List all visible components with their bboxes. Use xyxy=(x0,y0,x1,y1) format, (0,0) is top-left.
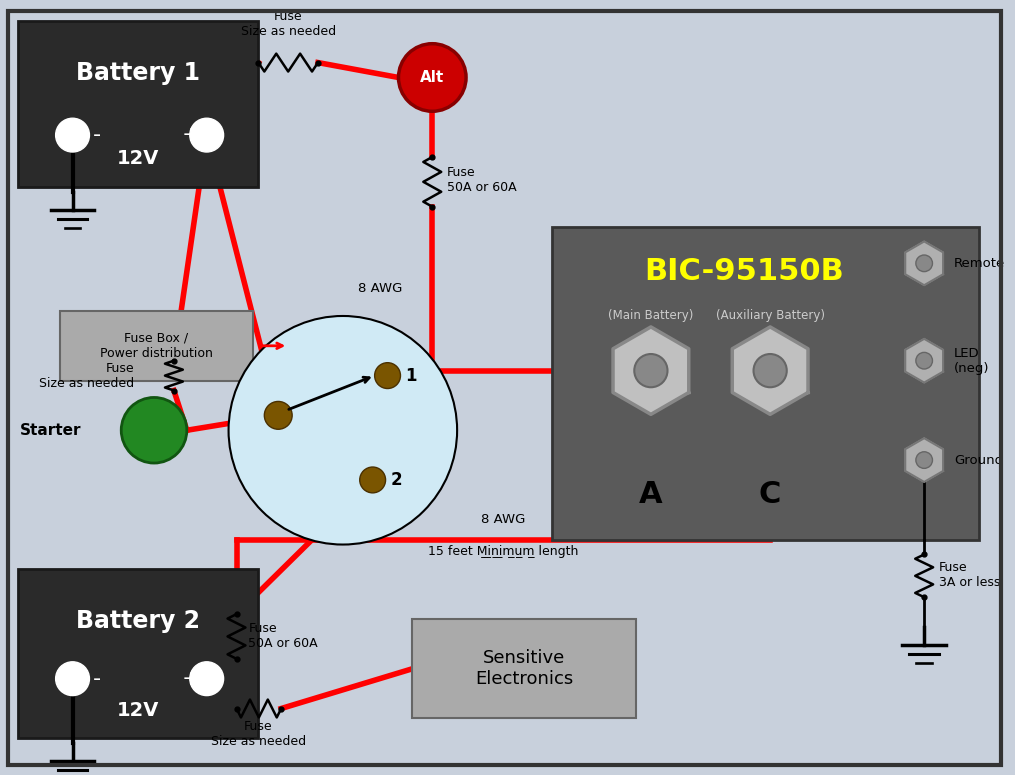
Text: Starter: Starter xyxy=(20,422,81,438)
Bar xyxy=(412,619,636,718)
Text: +: + xyxy=(182,125,201,145)
Circle shape xyxy=(121,398,187,463)
Text: -: - xyxy=(92,669,100,689)
Text: Fuse Box /
Power distribution: Fuse Box / Power distribution xyxy=(100,332,213,360)
Text: Fuse
Size as needed: Fuse Size as needed xyxy=(241,10,336,38)
Text: Alt: Alt xyxy=(420,70,445,85)
Circle shape xyxy=(634,354,668,388)
Circle shape xyxy=(359,467,386,493)
Circle shape xyxy=(190,119,223,152)
Bar xyxy=(18,21,259,187)
Text: A: A xyxy=(639,480,663,509)
Circle shape xyxy=(375,363,401,388)
Circle shape xyxy=(264,401,292,429)
Circle shape xyxy=(399,43,466,112)
Text: 12V: 12V xyxy=(117,701,159,720)
Circle shape xyxy=(916,255,933,271)
Text: 12V: 12V xyxy=(117,150,159,168)
Text: Battery 2: Battery 2 xyxy=(76,609,200,633)
Text: Fuse
Size as needed: Fuse Size as needed xyxy=(211,721,306,749)
Circle shape xyxy=(916,353,933,369)
Bar xyxy=(18,570,259,739)
Text: 8 AWG: 8 AWG xyxy=(358,281,403,294)
Bar xyxy=(551,226,978,539)
Text: (Main Battery): (Main Battery) xyxy=(608,309,693,322)
Polygon shape xyxy=(905,242,943,285)
Text: Fuse
3A or less: Fuse 3A or less xyxy=(939,561,1001,589)
Text: LED
(neg): LED (neg) xyxy=(954,346,990,374)
Text: +: + xyxy=(182,669,201,689)
Polygon shape xyxy=(732,327,808,415)
Circle shape xyxy=(190,662,223,696)
Text: 1: 1 xyxy=(405,367,417,384)
Polygon shape xyxy=(613,327,689,415)
Text: Ground: Ground xyxy=(954,453,1003,467)
Circle shape xyxy=(753,354,787,388)
Polygon shape xyxy=(905,438,943,482)
Text: -: - xyxy=(92,125,100,145)
Text: 8 AWG: 8 AWG xyxy=(481,512,525,525)
Text: Fuse
50A or 60A: Fuse 50A or 60A xyxy=(249,622,318,650)
Text: Battery 1: Battery 1 xyxy=(76,60,200,84)
Polygon shape xyxy=(905,339,943,383)
Text: Fuse
50A or 60A: Fuse 50A or 60A xyxy=(448,166,517,194)
Text: C: C xyxy=(759,480,782,509)
Text: Fuse
Size as needed: Fuse Size as needed xyxy=(39,362,134,390)
Circle shape xyxy=(56,662,89,696)
Text: 2: 2 xyxy=(391,471,402,489)
Text: (Auxiliary Battery): (Auxiliary Battery) xyxy=(716,309,824,322)
Circle shape xyxy=(916,452,933,468)
Bar xyxy=(60,311,254,381)
Text: BIC-95150B: BIC-95150B xyxy=(644,257,843,286)
Text: Sensitive
Electronics: Sensitive Electronics xyxy=(475,649,573,688)
Circle shape xyxy=(56,119,89,152)
Circle shape xyxy=(228,316,457,545)
Text: Remote: Remote xyxy=(954,257,1005,270)
Text: 15 feet M̲i̲n̲i̲m̲u̲m̲ length: 15 feet M̲i̲n̲i̲m̲u̲m̲ length xyxy=(427,545,578,557)
